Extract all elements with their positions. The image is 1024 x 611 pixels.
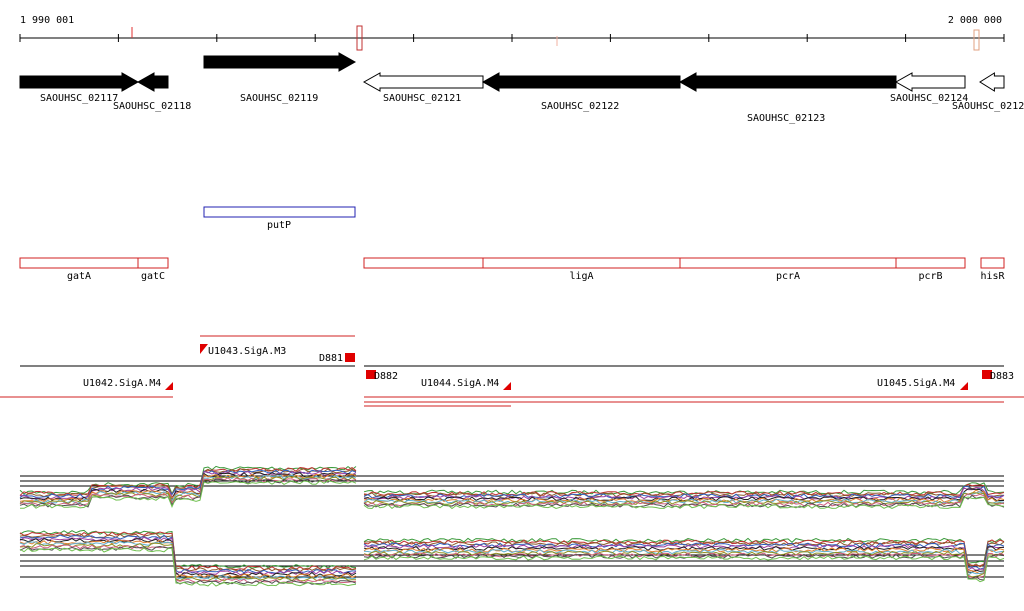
promoter-flag [960, 382, 968, 390]
region-box [137, 257, 169, 269]
expression-trace [363, 541, 1005, 568]
ruler-end: 2 000 000 [948, 15, 1002, 26]
expression-trace [19, 470, 357, 500]
expression-trace [363, 537, 1005, 564]
expression-trace [19, 547, 357, 587]
terminator-label: D881 [319, 353, 343, 364]
gene-arrow [203, 52, 357, 72]
expression-trace [363, 544, 1004, 571]
marker [356, 25, 363, 51]
gene-label: SAOUHSC_0212 [952, 101, 1024, 112]
promoter-flag [200, 344, 208, 354]
expression-trace [19, 466, 357, 496]
gene-label: SAOUHSC_02123 [747, 113, 825, 124]
expression-trace [363, 555, 1005, 583]
terminator-label: D882 [374, 371, 398, 382]
region-box [895, 257, 966, 269]
region-box [980, 257, 1005, 269]
expression-trace [363, 496, 1005, 510]
region-label: pcrA [776, 271, 800, 282]
expression-trace [363, 552, 1005, 579]
expression-trace [19, 536, 357, 576]
gene-label: SAOUHSC_02124 [890, 93, 968, 104]
ruler-start: 1 990 001 [20, 15, 74, 26]
gene-arrow [481, 72, 681, 92]
region-label: pcrB [918, 271, 942, 282]
terminator [345, 353, 355, 362]
annotation-box [203, 206, 356, 218]
promoter-label: U1045.SigA.M4 [877, 378, 955, 389]
expression-trace [363, 482, 1005, 495]
gene-label: SAOUHSC_02118 [113, 101, 191, 112]
expression-trace [363, 488, 1004, 502]
gene-arrow [19, 72, 140, 92]
gene-arrow [678, 72, 897, 92]
expression-trace [19, 480, 357, 509]
expression-trace [19, 544, 357, 584]
expression-trace [19, 538, 357, 577]
promoter-label: U1044.SigA.M4 [421, 378, 499, 389]
region-label: gatC [141, 271, 165, 282]
terminator [366, 370, 376, 379]
region-label: ligA [569, 271, 593, 282]
expression-trace [19, 474, 357, 504]
expression-trace [363, 548, 1005, 576]
expression-trace [363, 494, 1005, 508]
promoter-label: U1043.SigA.M3 [208, 346, 286, 357]
marker [973, 29, 980, 51]
gene-label: SAOUHSC_02121 [383, 93, 461, 104]
gene-label: SAOUHSC_02119 [240, 93, 318, 104]
expression-tracks [19, 465, 1005, 587]
terminator-label: D883 [990, 371, 1014, 382]
gene-arrow [979, 72, 1005, 92]
annotation-label: putP [267, 220, 291, 231]
gene-arrow [362, 72, 484, 92]
gene-label: SAOUHSC_02117 [40, 93, 118, 104]
expression-trace [363, 547, 1005, 575]
promoter-flag [165, 382, 173, 390]
expression-trace [19, 465, 357, 496]
terminator [982, 370, 992, 379]
gene-arrow [894, 72, 966, 92]
promoter-track: U1043.SigA.M3 D881 U1042.SigA.M4 D882 U1… [0, 335, 1024, 407]
promoter-label: U1042.SigA.M4 [83, 378, 161, 389]
region-label: hisR [980, 271, 1005, 282]
promoter-flag [503, 382, 511, 390]
ruler: 1 990 001 2 000 000 [19, 15, 1005, 51]
expression-trace [363, 550, 1005, 578]
expression-trace [19, 473, 357, 502]
region-track: gatA gatC ligA pcrA pcrB hisR [19, 257, 1006, 282]
gene-arrow [136, 72, 169, 92]
expression-trace [363, 545, 1005, 573]
expression-trace [19, 541, 357, 581]
expression-trace [19, 534, 357, 574]
region-label: gatA [67, 271, 91, 282]
expression-trace [19, 529, 357, 569]
gene-label: SAOUHSC_02122 [541, 101, 619, 112]
